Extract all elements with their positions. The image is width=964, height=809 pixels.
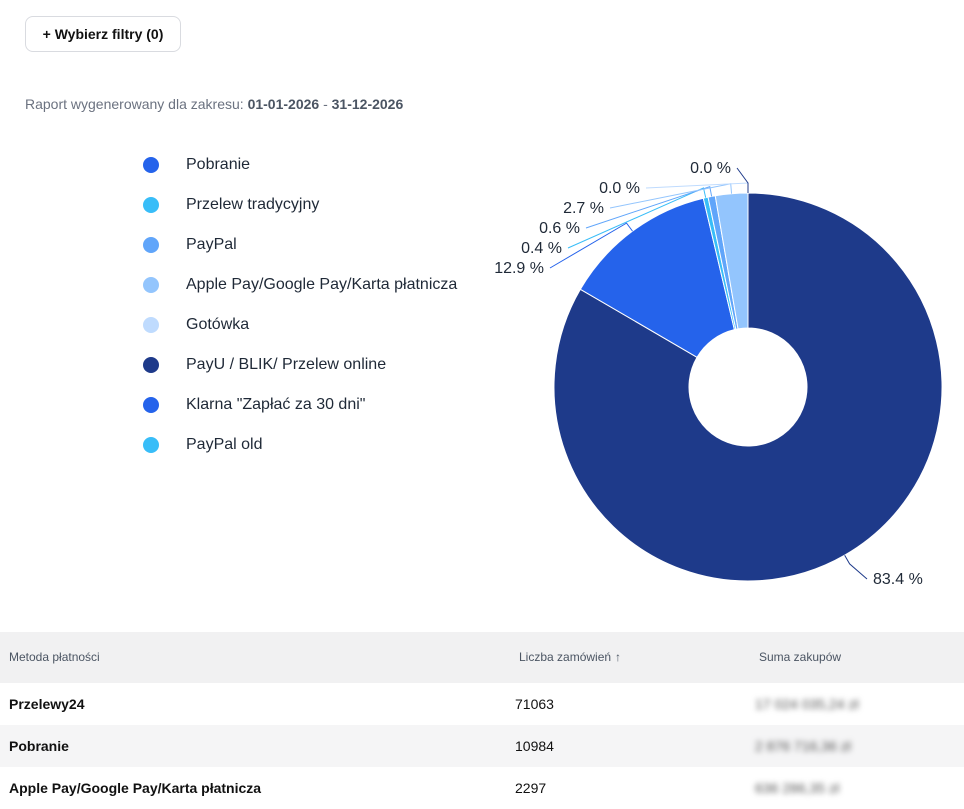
payment-methods-table: Metoda płatności Liczba zamówień ↑ Suma z…	[0, 632, 964, 796]
legend-color-dot	[143, 157, 159, 173]
legend-item[interactable]: PayPal old	[143, 433, 263, 457]
legend-label: PayPal	[186, 236, 237, 253]
slice-label: 12.9 %	[494, 260, 544, 277]
cell-payment-method: Apple Pay/Google Pay/Karta płatnicza	[9, 780, 262, 796]
cell-order-count: 2297	[515, 780, 547, 796]
legend-color-dot	[143, 357, 159, 373]
legend-item[interactable]: Przelew tradycyjny	[143, 193, 319, 217]
legend-label: Przelew tradycyjny	[186, 196, 320, 213]
cell-purchase-sum: 636 286,35 zł	[755, 780, 840, 796]
table-row[interactable]: Pobranie 10984 2 876 716,36 zł	[0, 725, 964, 767]
legend-label: Gotówka	[186, 316, 250, 333]
cell-payment-method: Pobranie	[9, 738, 69, 754]
report-range-text: Raport wygenerowany dla zakresu: 01-01-2…	[25, 96, 403, 112]
legend-color-dot	[143, 237, 159, 253]
report-date-from: 01-01-2026	[247, 96, 320, 112]
slice-label: 83.4 %	[873, 571, 923, 588]
report-date-to: 31-12-2026	[331, 96, 404, 112]
slice-label: 0.0 %	[599, 180, 640, 197]
payment-methods-donut-chart: 83.4 % 12.9 % 0.4 % 0.6 % 2.7 % 0.0 % 0.0 %	[494, 160, 943, 588]
legend-color-dot	[143, 277, 159, 293]
legend-label: Pobranie	[186, 156, 251, 173]
legend-label: Klarna "Zapłać za 30 dni"	[186, 396, 366, 413]
legend-item[interactable]: Klarna "Zapłać za 30 dni"	[143, 393, 365, 417]
choose-filters-button[interactable]: + Wybierz filtry (0)	[25, 16, 181, 52]
cell-purchase-sum: 2 876 716,36 zł	[755, 738, 851, 754]
report-range-separator: -	[323, 96, 328, 112]
label-connector	[549, 222, 633, 269]
legend-color-dot	[143, 317, 159, 333]
slice-label: 0.4 %	[521, 240, 562, 257]
legend-color-dot	[143, 197, 159, 213]
table-row[interactable]: Przelewy24 71063 17 024 035,24 zł	[0, 683, 964, 725]
legend-label: PayPal old	[186, 436, 263, 453]
label-connector	[844, 554, 868, 580]
cell-order-count: 71063	[515, 696, 554, 712]
cell-purchase-sum: 17 024 035,24 zł	[755, 696, 859, 712]
legend-color-dot	[143, 437, 159, 453]
legend-color-dot	[143, 397, 159, 413]
header-order-count[interactable]: Liczba zamówień ↑	[519, 650, 621, 664]
legend-item[interactable]: PayU / BLIK/ Przelew online	[143, 353, 386, 377]
pie-slice[interactable]	[553, 192, 943, 582]
label-connector	[736, 167, 749, 193]
label-connector	[585, 185, 713, 229]
table-header: Metoda płatności Liczba zamówień ↑ Suma z…	[0, 632, 964, 683]
legend-label: Apple Pay/Google Pay/Karta płatnicza	[186, 276, 458, 293]
report-range-prefix: Raport wygenerowany dla zakresu:	[25, 96, 244, 112]
legend-item[interactable]: Apple Pay/Google Pay/Karta płatnicza	[143, 273, 457, 297]
slice-label: 2.7 %	[563, 200, 604, 217]
header-order-count-label: Liczba zamówień	[519, 650, 612, 664]
table-row[interactable]: Apple Pay/Google Pay/Karta płatnicza 229…	[0, 767, 964, 809]
slice-label: 0.0 %	[690, 160, 731, 177]
header-purchase-sum[interactable]: Suma zakupów	[759, 650, 842, 664]
header-payment-method[interactable]: Metoda płatności	[9, 650, 100, 664]
legend-label: PayU / BLIK/ Przelew online	[186, 356, 387, 373]
legend-item[interactable]: Pobranie	[143, 153, 250, 177]
chart-legend: Pobranie Przelew tradycyjny PayPal Apple…	[143, 118, 503, 468]
pie-slice[interactable]	[714, 192, 749, 330]
cell-order-count: 10984	[515, 738, 554, 754]
pie-slice[interactable]	[579, 197, 736, 358]
cell-payment-method: Przelewy24	[9, 696, 85, 712]
label-connector	[645, 182, 749, 193]
legend-item[interactable]: PayPal	[143, 233, 237, 257]
label-connector	[567, 187, 707, 249]
slice-label: 0.6 %	[539, 220, 580, 237]
arrow-up-icon: ↑	[615, 650, 622, 664]
legend-item[interactable]: Gotówka	[143, 313, 249, 337]
